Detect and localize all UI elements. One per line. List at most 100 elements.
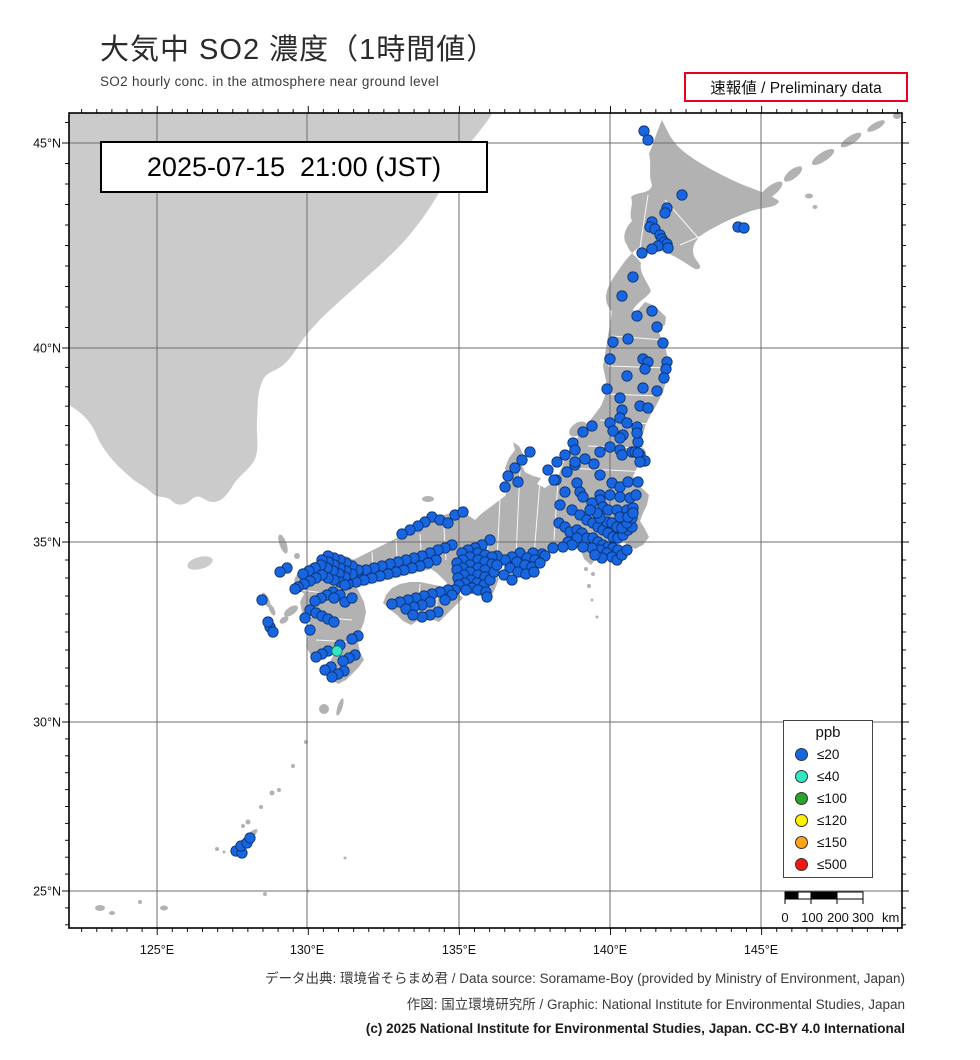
page-subtitle: SO2 hourly conc. in the atmosphere near …	[100, 74, 440, 89]
preliminary-data-badge: 速報値 / Preliminary data	[684, 72, 908, 102]
lat-label: 45°N	[33, 137, 61, 151]
station-dot	[634, 456, 646, 468]
station-dot	[547, 542, 559, 554]
station-dot	[660, 363, 672, 375]
lon-label: 145°E	[744, 943, 778, 957]
lat-label: 35°N	[33, 536, 61, 550]
station-dot-le40	[331, 645, 343, 657]
station-dot	[524, 446, 536, 458]
station-dot	[566, 539, 578, 551]
scalebar-label: 0	[781, 910, 788, 925]
station-dot	[586, 420, 598, 432]
scalebar-label: 200	[827, 910, 849, 925]
station-dot	[577, 491, 589, 503]
station-dot	[559, 449, 571, 461]
station-dot	[614, 392, 626, 404]
legend-swatch	[795, 857, 808, 871]
station-dot	[481, 591, 493, 603]
station-dot	[637, 382, 649, 394]
legend-swatch	[795, 813, 808, 827]
lon-label: 140°E	[593, 943, 627, 957]
legend-swatch	[795, 791, 808, 805]
station-dot	[651, 385, 663, 397]
station-dot	[614, 491, 626, 503]
station-dot	[657, 337, 669, 349]
station-dot	[607, 425, 619, 437]
copyright-note: (c) 2025 National Institute for Environm…	[365, 1021, 905, 1036]
station-dot	[579, 453, 591, 465]
scalebar-label: 300	[852, 910, 874, 925]
station-dot	[396, 528, 408, 540]
legend-label: ≤100	[817, 790, 847, 806]
station-dot	[566, 504, 578, 516]
station-dot	[601, 383, 613, 395]
station-dot	[659, 207, 671, 219]
legend-swatch	[795, 769, 808, 783]
station-dot	[642, 134, 654, 146]
legend-title: ppb	[815, 724, 841, 741]
legend-entry: ≤120	[784, 809, 872, 831]
station-dot	[484, 534, 496, 546]
station-dot	[577, 426, 589, 438]
legend-box: ppb ≤20 ≤40 ≤100 ≤120 ≤150 ≤500	[783, 720, 873, 878]
station-dot	[577, 541, 589, 553]
station-dot	[630, 489, 642, 501]
station-dot	[289, 583, 301, 595]
legend-label: ≤40	[817, 768, 840, 784]
station-dot	[569, 444, 581, 456]
station-dot	[738, 222, 750, 234]
station-dot	[554, 499, 566, 511]
station-dot	[646, 305, 658, 317]
station-dot	[604, 353, 616, 365]
legend-entry: ≤40	[784, 765, 872, 787]
axis-ticks	[62, 106, 909, 935]
continent-landmass	[69, 113, 493, 570]
station-dot	[631, 310, 643, 322]
station-dot	[627, 507, 639, 519]
station-dot	[627, 271, 639, 283]
station-dot	[559, 486, 571, 498]
station-dot	[256, 594, 268, 606]
station-dot	[491, 559, 503, 571]
station-dot	[662, 242, 674, 254]
station-dot	[337, 655, 349, 667]
station-dot	[267, 626, 279, 638]
station-dot	[632, 476, 644, 488]
page-title: 大気中 SO2 濃度（1時間値）	[100, 34, 497, 66]
station-dot	[621, 417, 633, 429]
station-dot	[502, 470, 514, 482]
station-dot	[506, 574, 518, 586]
station-dot	[607, 336, 619, 348]
legend-swatch	[795, 835, 808, 849]
station-dot	[588, 458, 600, 470]
station-dot	[589, 549, 601, 561]
legend-label: ≤500	[817, 856, 847, 872]
station-dot	[319, 664, 331, 676]
legend-label: ≤20	[817, 746, 840, 762]
station-dot	[542, 464, 554, 476]
legend-label: ≤120	[817, 812, 847, 828]
station-dot	[328, 616, 340, 628]
station-dot	[346, 592, 358, 604]
station-dot	[339, 579, 351, 591]
station-dot	[646, 243, 658, 255]
station-dot	[274, 566, 286, 578]
station-dot	[604, 441, 616, 453]
station-dot	[262, 616, 274, 628]
station-dot	[309, 595, 321, 607]
station-dot	[439, 594, 451, 606]
station-dot	[621, 370, 633, 382]
station-dot	[594, 446, 606, 458]
station-dot	[498, 569, 510, 581]
station-dot	[621, 544, 633, 556]
station-dot	[534, 557, 546, 569]
axis-labels: 45°N 40°N 35°N 30°N 25°N 125°E 130°E 135°E 140°E…	[33, 137, 778, 958]
station-dot	[632, 447, 644, 459]
legend-entry: ≤500	[784, 853, 872, 875]
lat-label: 40°N	[33, 342, 61, 356]
station-dot	[460, 584, 472, 596]
lon-label: 125°E	[140, 943, 174, 957]
station-dot	[658, 372, 670, 384]
station-dot	[614, 432, 626, 444]
